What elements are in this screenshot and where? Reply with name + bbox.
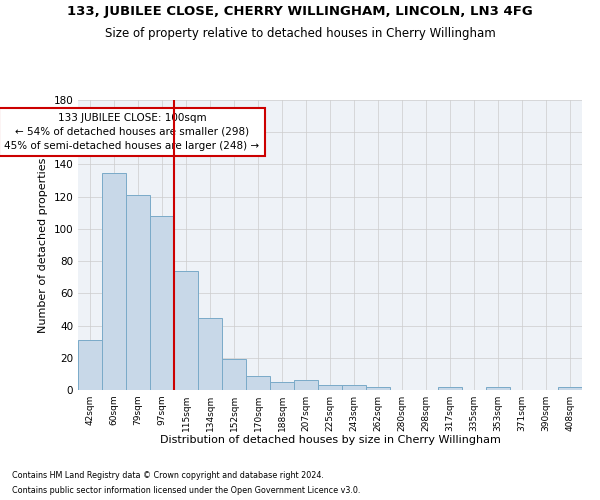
Bar: [126, 195, 150, 390]
Bar: [366, 387, 390, 390]
Bar: [270, 382, 294, 390]
Bar: [438, 387, 462, 390]
Y-axis label: Number of detached properties: Number of detached properties: [38, 158, 48, 332]
Bar: [102, 172, 126, 390]
Text: 133 JUBILEE CLOSE: 100sqm
← 54% of detached houses are smaller (298)
45% of semi: 133 JUBILEE CLOSE: 100sqm ← 54% of detac…: [4, 113, 260, 151]
Bar: [486, 387, 510, 390]
Bar: [294, 380, 318, 390]
Bar: [150, 216, 174, 390]
Bar: [78, 340, 102, 390]
Bar: [246, 376, 270, 390]
Bar: [198, 318, 222, 390]
Text: Distribution of detached houses by size in Cherry Willingham: Distribution of detached houses by size …: [160, 435, 500, 445]
Bar: [318, 385, 342, 390]
Text: Contains HM Land Registry data © Crown copyright and database right 2024.: Contains HM Land Registry data © Crown c…: [12, 471, 324, 480]
Text: Size of property relative to detached houses in Cherry Willingham: Size of property relative to detached ho…: [104, 28, 496, 40]
Text: Contains public sector information licensed under the Open Government Licence v3: Contains public sector information licen…: [12, 486, 361, 495]
Bar: [174, 271, 198, 390]
Bar: [342, 385, 366, 390]
Bar: [222, 360, 246, 390]
Bar: [558, 387, 582, 390]
Text: 133, JUBILEE CLOSE, CHERRY WILLINGHAM, LINCOLN, LN3 4FG: 133, JUBILEE CLOSE, CHERRY WILLINGHAM, L…: [67, 5, 533, 18]
